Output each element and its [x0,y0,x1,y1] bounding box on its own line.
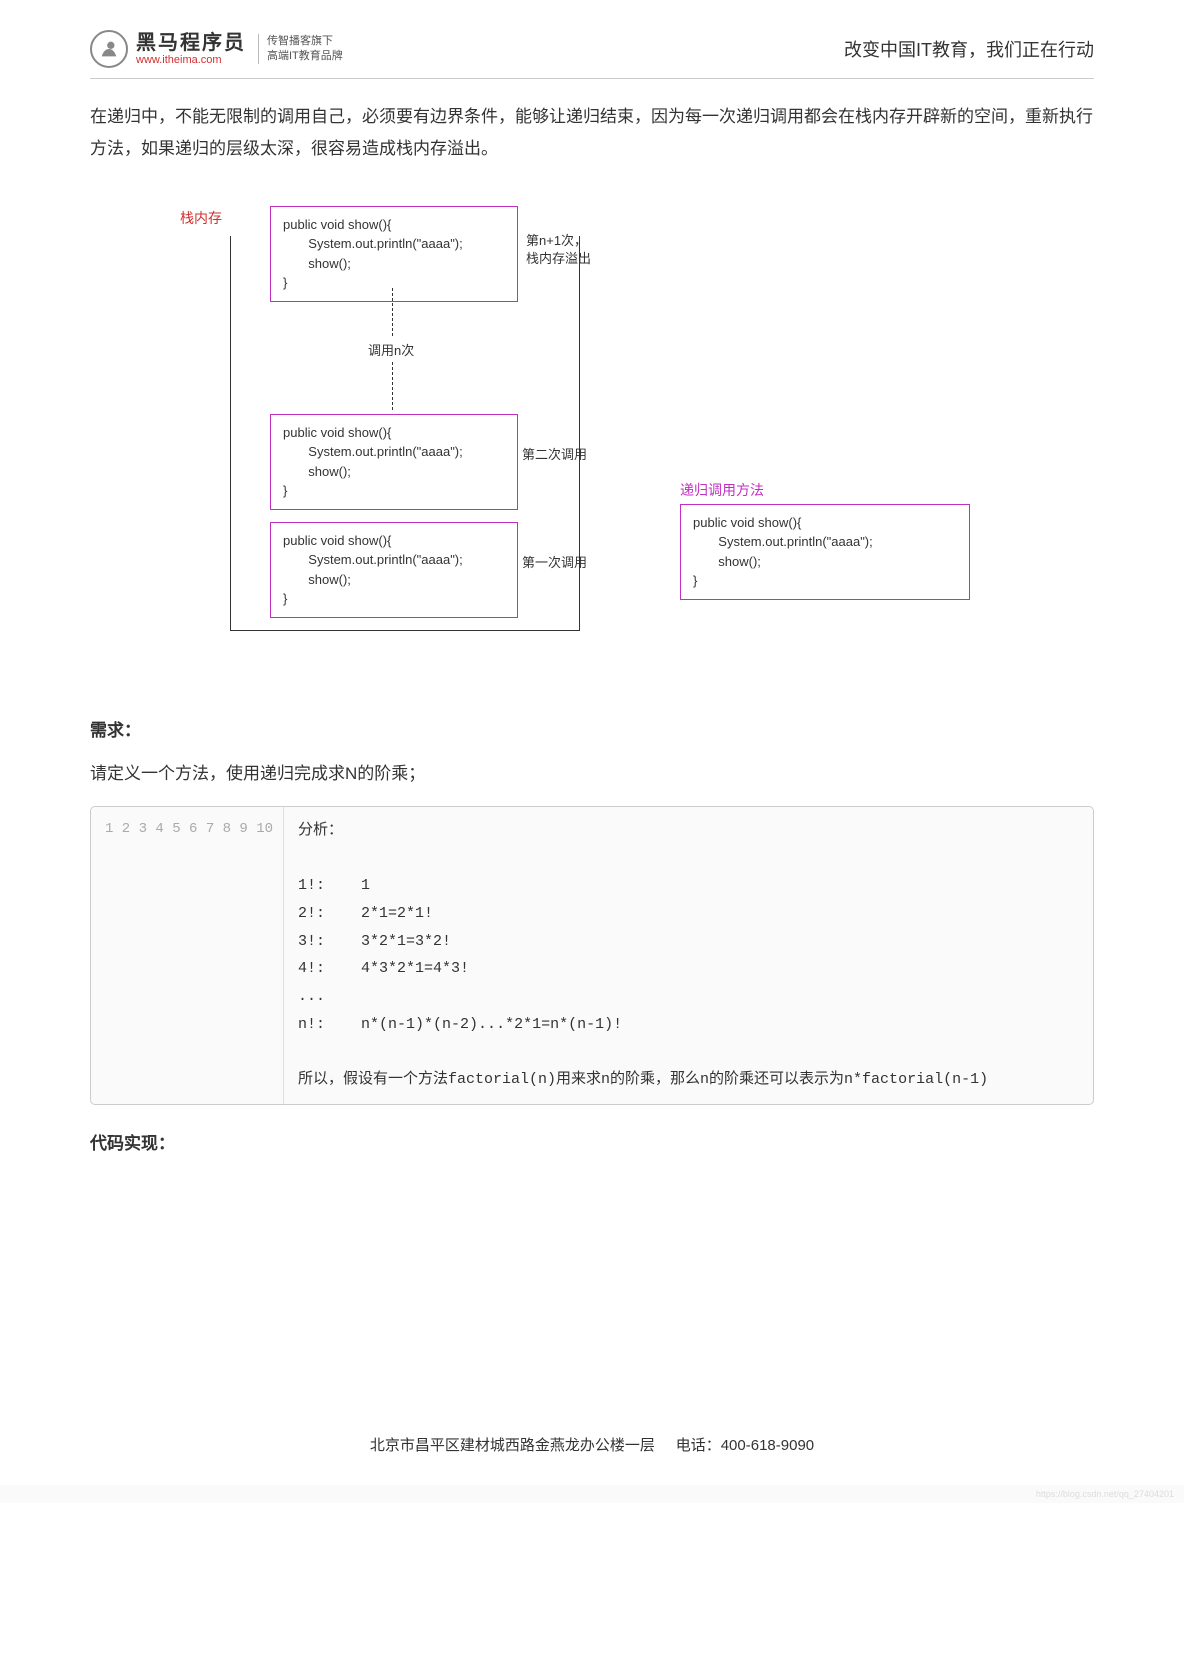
stack-memory-label: 栈内存 [180,208,222,228]
logo-sub2: 高端IT教育品牌 [267,49,343,64]
recurse-method-box: public void show(){ System.out.println("… [680,504,970,600]
logo-icon [90,30,128,68]
logo-url: www.itheima.com [136,54,246,66]
recurse-method-title: 递归调用方法 [680,480,764,500]
need-title: 需求： [90,716,1094,741]
intro-paragraph: 在递归中，不能无限制的调用自己，必须要有边界条件，能够让递归结束，因为每一次递归… [90,101,1094,166]
recursion-diagram: 栈内存 public void show(){ System.out.print… [210,206,1030,646]
stack-frame-top: public void show(){ System.out.println("… [270,206,518,302]
footer-address: 北京市昌平区建材城西路金燕龙办公楼一层 [370,1437,655,1454]
stack-frame-1: public void show(){ System.out.println("… [270,522,518,618]
analysis-code-block: 1 2 3 4 5 6 7 8 9 10 分析： 1!: 1 2!: 2*1=2… [90,806,1094,1106]
footer-phone-label: 电话： [676,1437,721,1454]
logo-title: 黑马程序员 [136,32,246,54]
page-header: 黑马程序员 www.itheima.com 传智播客旗下 高端IT教育品牌 改变… [90,30,1094,79]
code-content: 分析： 1!: 1 2!: 2*1=2*1! 3!: 3*2*1=3*2! 4!… [284,807,1093,1105]
watermark: https://blog.csdn.net/qq_27404201 [0,1485,1184,1503]
logo-group: 黑马程序员 www.itheima.com 传智播客旗下 高端IT教育品牌 [90,30,343,68]
header-slogan: 改变中国IT教育，我们正在行动 [844,36,1094,62]
footer-phone: 400-618-9090 [721,1437,814,1454]
call-label-1: 第一次调用 [522,552,587,571]
need-body: 请定义一个方法，使用递归完成求N的阶乘； [90,759,1094,784]
call-label-n: 调用n次 [368,340,414,359]
line-numbers: 1 2 3 4 5 6 7 8 9 10 [91,807,284,1105]
page-footer: 北京市昌平区建材城西路金燕龙办公楼一层 电话：400-618-9090 [90,1434,1094,1465]
dashed-line-1 [392,288,393,336]
call-label-np1-a: 第n+1次， [526,230,587,249]
call-label-np1-b: 栈内存溢出 [526,248,591,267]
impl-title: 代码实现： [90,1129,1094,1154]
stack-frame-2: public void show(){ System.out.println("… [270,414,518,510]
dashed-line-2 [392,362,393,410]
logo-sub1: 传智播客旗下 [267,34,343,49]
call-label-2: 第二次调用 [522,444,587,463]
